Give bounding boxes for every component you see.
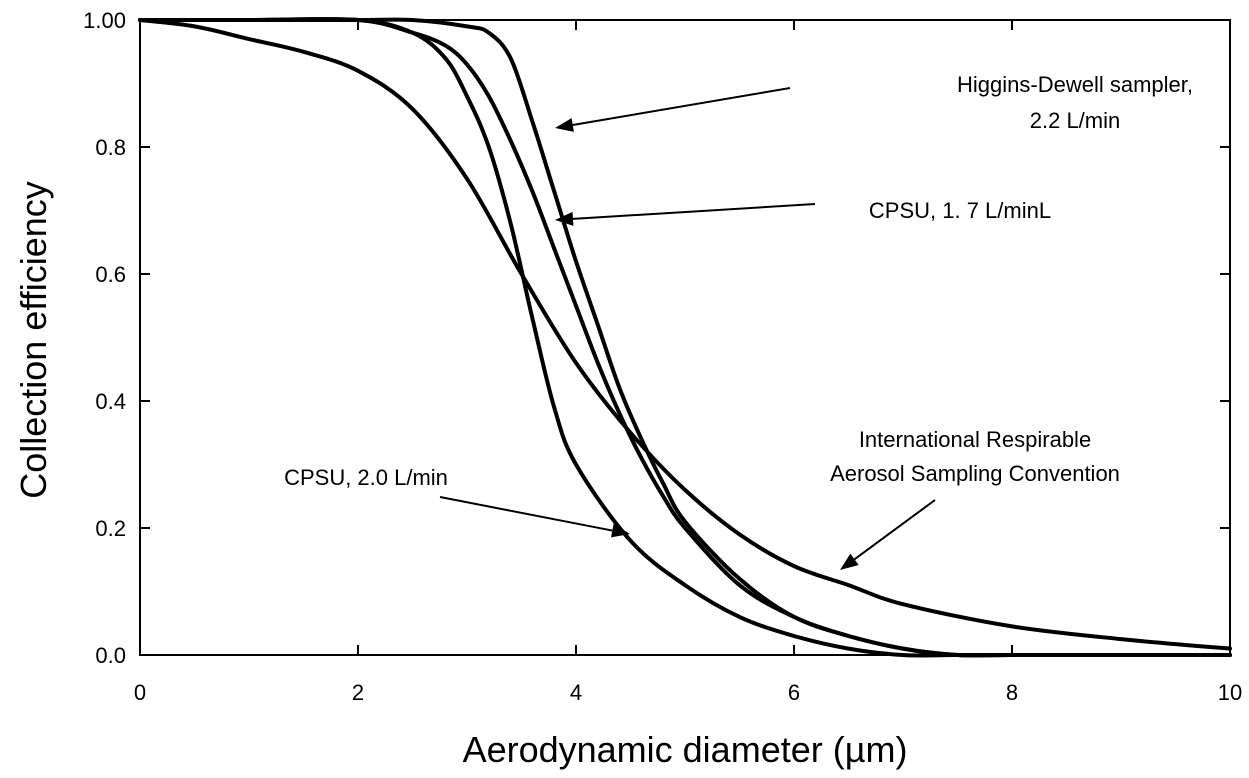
x-tick-label: 4: [570, 680, 582, 705]
x-tick-label: 10: [1218, 680, 1242, 705]
y-tick-label: 0.6: [95, 262, 126, 287]
x-tick-label: 0: [134, 680, 146, 705]
annotation-line: Aerosol Sampling Convention: [830, 461, 1120, 486]
y-tick-label: 0.4: [95, 389, 126, 414]
y-tick-label: 0.8: [95, 135, 126, 160]
annotation-arrow: [439, 496, 613, 532]
axis-tick-labels: 0 2 4 6 8 10 0.0 0.2 0.4 0.6 0.8 1.00: [83, 8, 1242, 705]
annotation-irasc: International Respirable Aerosol Sampling…: [830, 427, 1120, 486]
annotation-arrow: [572, 87, 791, 126]
annotation-cpsu-1-7: CPSU, 1. 7 L/minL: [869, 198, 1051, 223]
y-tick-label: 0.2: [95, 516, 126, 541]
y-tick-label: 0.0: [95, 643, 126, 668]
axis-ticks: [139, 19, 1231, 656]
annotation-higgins-dewell: Higgins-Dewell sampler, 2.2 L/min: [957, 72, 1193, 133]
arrow-head: [610, 523, 630, 538]
annotations: Higgins-Dewell sampler, 2.2 L/min CPSU, 1.…: [284, 72, 1193, 490]
annotation-arrows: [439, 87, 936, 570]
plot-frame: [139, 19, 1231, 656]
annotation-line: CPSU, 2.0 L/min: [284, 465, 448, 490]
annotation-cpsu-2-0: CPSU, 2.0 L/min: [284, 465, 448, 490]
x-tick-label: 6: [788, 680, 800, 705]
annotation-line: CPSU, 1. 7 L/minL: [869, 198, 1051, 223]
annotation-line: Higgins-Dewell sampler,: [957, 72, 1193, 97]
annotation-arrow: [572, 203, 816, 220]
arrow-head: [555, 118, 574, 132]
annotation-arrow: [853, 499, 936, 561]
y-axis-title: Collection efficiency: [13, 181, 54, 499]
x-tick-label: 2: [352, 680, 364, 705]
y-tick-label: 1.00: [83, 8, 126, 33]
annotation-line: International Respirable: [859, 427, 1091, 452]
irasc-curve: [138, 18, 1232, 651]
cpsu-2-0-curve: [138, 17, 1232, 658]
x-axis-title: Aerodynamic diameter (µm): [463, 729, 908, 770]
annotation-line: 2.2 L/min: [1030, 108, 1121, 133]
arrow-head: [840, 553, 859, 570]
data-series: [138, 17, 1232, 658]
x-tick-label: 8: [1006, 680, 1018, 705]
cpsu-1-7-curve: [138, 17, 1232, 658]
arrow-head: [555, 211, 574, 226]
